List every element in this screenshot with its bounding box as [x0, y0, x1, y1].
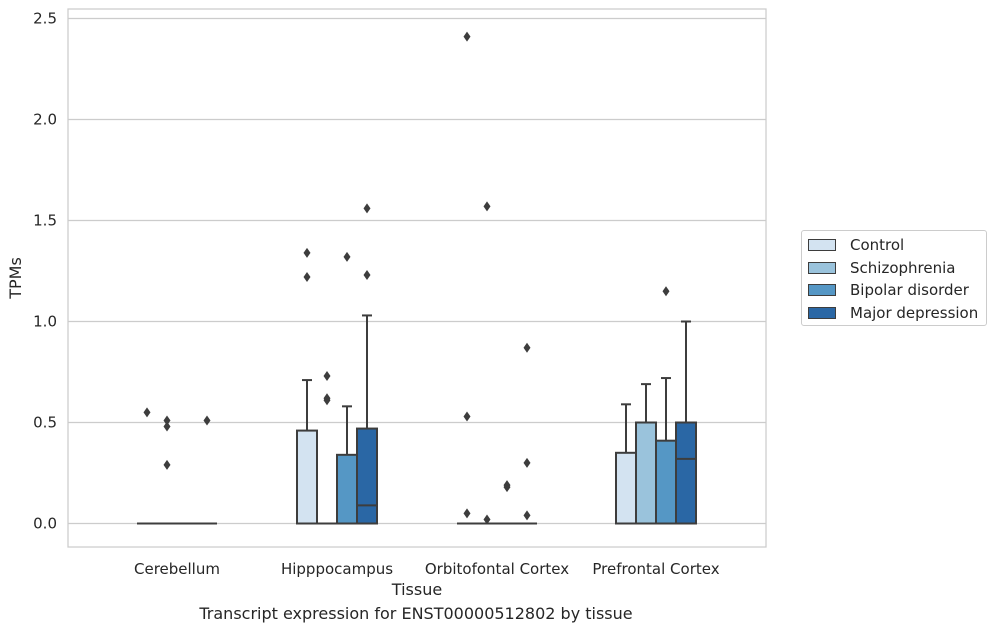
box-bipolar-disorder: [336, 251, 358, 525]
outlier-point: [463, 31, 471, 42]
x-tick-label: Prefrontal Cortex: [592, 560, 719, 578]
box-body: [635, 421, 657, 525]
outlier-point: [303, 272, 311, 283]
legend-item: Schizophrenia: [808, 258, 955, 278]
y-tick-label: 1.5: [33, 212, 57, 230]
outlier-point: [303, 247, 311, 258]
x-tick-label: Hipppocampus: [281, 560, 393, 578]
outlier-point: [323, 371, 331, 382]
outlier-point: [483, 514, 491, 525]
legend-item: Major depression: [808, 303, 978, 323]
outlier-point: [662, 286, 670, 297]
outlier-point: [343, 251, 351, 262]
legend: Control Schizophrenia Bipolar disorder Majo…: [801, 230, 987, 326]
outlier-point: [463, 508, 471, 519]
x-axis-label: Tissue: [391, 580, 442, 599]
box-body: [356, 427, 378, 525]
box-schizophrenia: [157, 415, 177, 525]
legend-swatch: [808, 261, 836, 274]
box-major-depression: [675, 320, 697, 525]
y-tick-label: 2.0: [33, 111, 57, 129]
box-control: [296, 247, 318, 525]
legend-label: Major depression: [850, 303, 979, 322]
box-control: [457, 31, 477, 525]
box-body: [675, 421, 697, 525]
outlier-point: [523, 342, 531, 353]
y-tick-label: 0.0: [33, 515, 57, 533]
box-schizophrenia: [477, 201, 497, 525]
outlier-point: [203, 415, 211, 426]
legend-label: Control: [850, 236, 905, 254]
y-tick-label: 2.5: [33, 10, 57, 28]
x-tick-label: Cerebellum: [134, 560, 220, 578]
legend-label: Bipolar disorder: [850, 281, 969, 299]
legend-swatch: [808, 239, 836, 251]
outlier-point: [163, 459, 171, 470]
legend-swatch: [808, 306, 836, 319]
outlier-point: [463, 411, 471, 422]
legend-label: Schizophrenia: [850, 258, 956, 277]
box-major-depression: [517, 342, 537, 525]
outlier-point: [163, 415, 171, 426]
outlier-point: [483, 201, 491, 212]
y-tick-label: 1.0: [33, 313, 57, 331]
box-body: [615, 451, 637, 525]
legend-swatch: [808, 284, 836, 296]
chart-caption: Transcript expression for ENST0000051280…: [199, 604, 633, 623]
box-major-depression: [356, 203, 378, 525]
y-tick-label: 0.5: [33, 414, 57, 432]
outlier-point: [143, 407, 151, 418]
outlier-point: [163, 421, 171, 432]
legend-item: Bipolar disorder: [808, 280, 969, 300]
outlier-point: [523, 457, 531, 468]
y-tick-labels: 0.0 0.5 1.0 1.5 2.0 2.5: [33, 10, 57, 533]
outlier-point: [323, 393, 331, 404]
outlier-point: [363, 203, 371, 214]
legend-item: Control: [808, 235, 904, 255]
box-major-depression: [197, 415, 217, 525]
box-bipolar-disorder: [497, 480, 517, 525]
y-axis-label: TPMs: [6, 257, 25, 300]
box-body: [655, 439, 677, 525]
plot-area-frame: [67, 8, 767, 548]
outlier-point: [503, 480, 511, 491]
x-tick-label: Orbitofontal Cortex: [425, 560, 569, 578]
box-groups: [137, 31, 697, 525]
box-control: [137, 407, 157, 525]
x-tick-labels: Cerebellum Hipppocampus Orbitofontal Corte…: [134, 560, 720, 578]
box-control: [615, 403, 637, 525]
outlier-point: [523, 510, 531, 521]
outlier-point: [363, 270, 371, 281]
box-body: [296, 429, 318, 525]
box-schizophrenia: [317, 371, 337, 525]
box-schizophrenia: [635, 383, 657, 525]
box-body: [336, 453, 358, 525]
